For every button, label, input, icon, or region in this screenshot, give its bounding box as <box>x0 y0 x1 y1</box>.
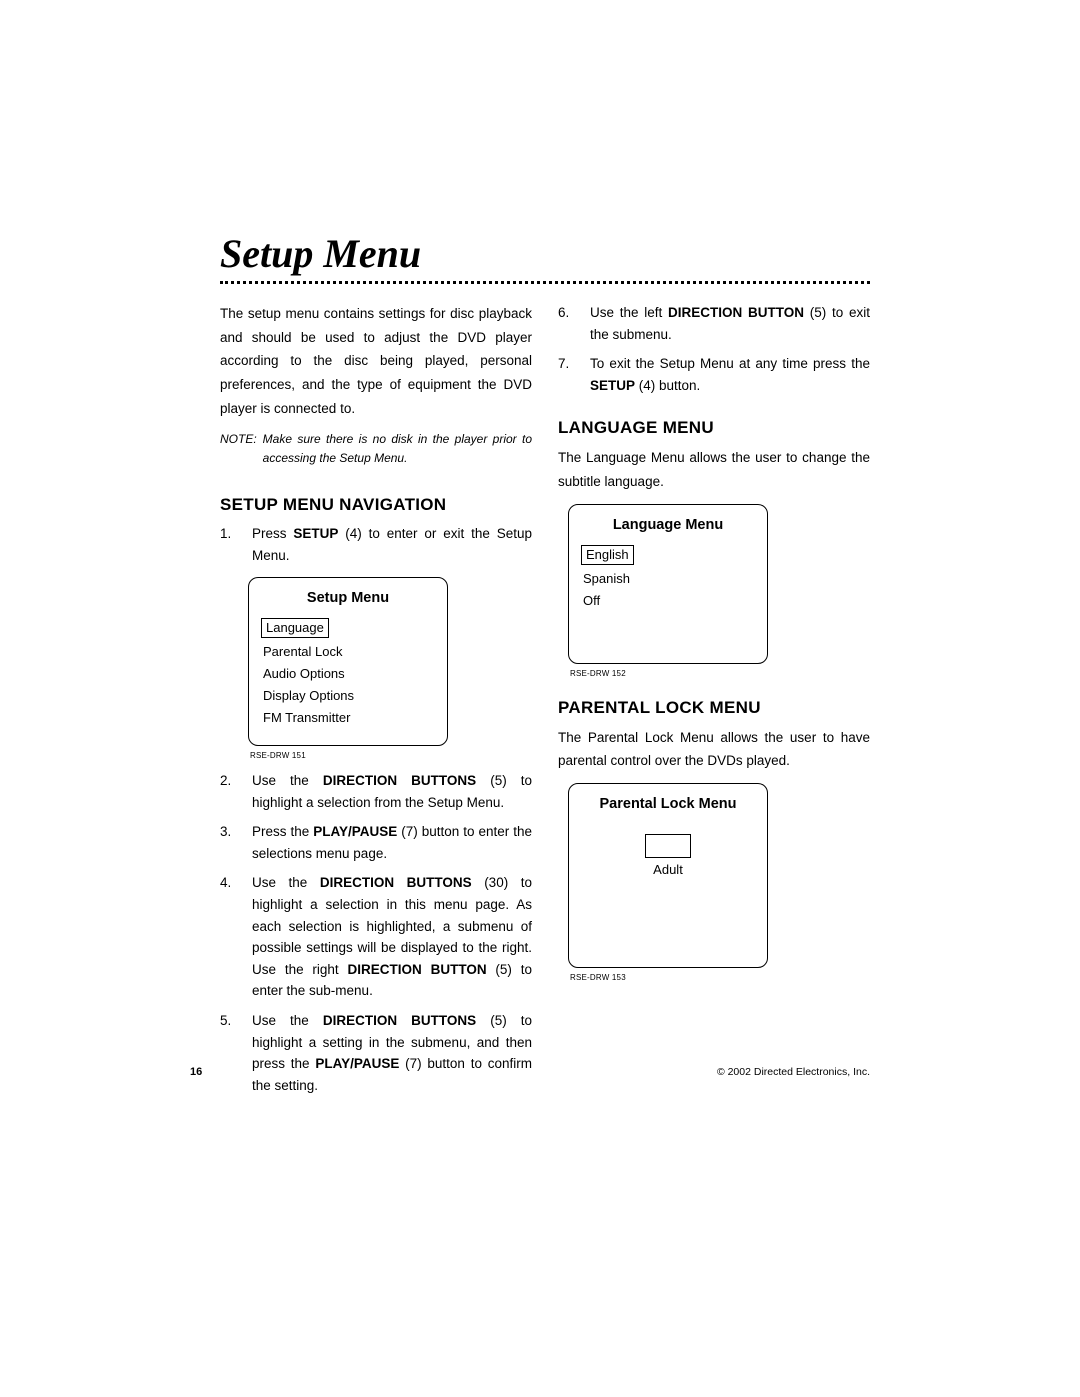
step-3: Press the PLAY/PAUSE (7) button to enter… <box>220 821 532 864</box>
setup-menu-item-audio: Audio Options <box>261 663 435 685</box>
note-text: Make sure there is no disk in the player… <box>263 430 532 467</box>
step-5: Use the DIRECTION BUTTONS (5) to highlig… <box>220 1010 532 1096</box>
parental-menu-box: Parental Lock Menu Adult <box>568 783 768 968</box>
setup-menu-figure: Setup Menu Language Parental Lock Audio … <box>248 577 532 761</box>
page-title: Setup Menu <box>220 230 870 277</box>
parental-menu-figure: Parental Lock Menu Adult RSE-DRW 153 <box>568 783 870 982</box>
step-1: Press SETUP (4) to enter or exit the Set… <box>220 523 532 566</box>
copyright: © 2002 Directed Electronics, Inc. <box>717 1066 870 1078</box>
title-rule <box>220 281 870 284</box>
step-2: Use the DIRECTION BUTTONS (5) to highlig… <box>220 770 532 813</box>
step-6: Use the left DIRECTION BUTTON (5) to exi… <box>558 302 870 345</box>
document-page: Setup Menu The setup menu contains setti… <box>0 0 1080 1397</box>
setup-menu-box: Setup Menu Language Parental Lock Audio … <box>248 577 448 747</box>
navigation-steps-left-cont: Use the DIRECTION BUTTONS (5) to highlig… <box>220 770 532 1096</box>
language-menu-item-english: English <box>581 545 634 565</box>
language-menu-caption: RSE-DRW 152 <box>570 669 870 678</box>
step-7: To exit the Setup Menu at any time press… <box>558 353 870 396</box>
parental-menu-caption: RSE-DRW 153 <box>570 973 870 982</box>
left-column: The setup menu contains settings for dis… <box>220 302 532 1104</box>
language-menu-item-spanish: Spanish <box>581 568 755 590</box>
language-menu-title: Language Menu <box>581 517 755 533</box>
intro-paragraph: The setup menu contains settings for dis… <box>220 302 532 420</box>
setup-menu-item-language: Language <box>261 618 329 638</box>
language-menu-figure: Language Menu English Spanish Off RSE-DR… <box>568 504 870 678</box>
two-column-layout: The setup menu contains settings for dis… <box>220 302 870 1104</box>
page-number: 16 <box>190 1066 202 1078</box>
navigation-steps-right: Use the left DIRECTION BUTTON (5) to exi… <box>558 302 870 396</box>
note-block: NOTE: Make sure there is no disk in the … <box>220 430 532 467</box>
note-label: NOTE: <box>220 430 263 467</box>
right-column: Use the left DIRECTION BUTTON (5) to exi… <box>558 302 870 1104</box>
parental-lock-label: Adult <box>653 862 683 877</box>
setup-menu-title: Setup Menu <box>261 590 435 606</box>
setup-menu-caption: RSE-DRW 151 <box>250 751 532 760</box>
setup-menu-item-display: Display Options <box>261 685 435 707</box>
setup-navigation-heading: SETUP MENU NAVIGATION <box>220 495 532 515</box>
navigation-steps-left: Press SETUP (4) to enter or exit the Set… <box>220 523 532 566</box>
parental-lock-rect <box>645 834 691 858</box>
parental-heading: PARENTAL LOCK MENU <box>558 698 870 718</box>
setup-menu-item-parental: Parental Lock <box>261 641 435 663</box>
parental-intro: The Parental Lock Menu allows the user t… <box>558 726 870 773</box>
language-menu-item-off: Off <box>581 590 755 612</box>
page-footer: 16 © 2002 Directed Electronics, Inc. <box>190 1066 870 1078</box>
parental-menu-title: Parental Lock Menu <box>581 796 755 812</box>
step-4: Use the DIRECTION BUTTONS (30) to highli… <box>220 872 532 1002</box>
language-heading: LANGUAGE MENU <box>558 418 870 438</box>
language-menu-box: Language Menu English Spanish Off <box>568 504 768 664</box>
setup-menu-item-fm: FM Transmitter <box>261 707 435 729</box>
language-intro: The Language Menu allows the user to cha… <box>558 446 870 493</box>
